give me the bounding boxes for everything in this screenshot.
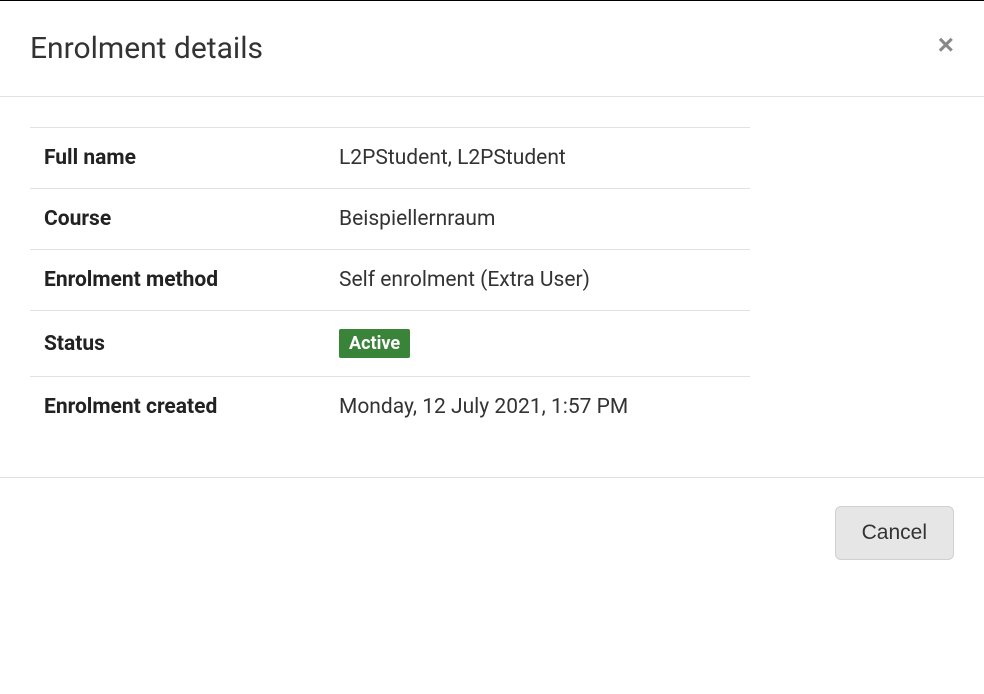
close-icon: × — [938, 29, 954, 60]
row-value-enrolment-method: Self enrolment (Extra User) — [325, 250, 750, 311]
status-badge: Active — [339, 329, 410, 358]
enrolment-details-modal: Enrolment details × Full name L2PStudent… — [0, 0, 984, 588]
table-row: Enrolment created Monday, 12 July 2021, … — [30, 377, 750, 438]
table-row: Enrolment method Self enrolment (Extra U… — [30, 250, 750, 311]
modal-footer: Cancel — [0, 477, 984, 588]
table-row: Status Active — [30, 311, 750, 377]
close-button[interactable]: × — [938, 31, 954, 59]
row-value-status: Active — [325, 311, 750, 377]
details-tbody: Full name L2PStudent, L2PStudent Course … — [30, 128, 750, 438]
row-label-enrolment-method: Enrolment method — [30, 250, 325, 311]
row-label-status: Status — [30, 311, 325, 377]
row-value-enrolment-created: Monday, 12 July 2021, 1:57 PM — [325, 377, 750, 438]
table-row: Full name L2PStudent, L2PStudent — [30, 128, 750, 189]
modal-title: Enrolment details — [30, 31, 263, 66]
row-label-enrolment-created: Enrolment created — [30, 377, 325, 438]
row-label-full-name: Full name — [30, 128, 325, 189]
table-row: Course Beispiellernraum — [30, 189, 750, 250]
enrolment-details-table: Full name L2PStudent, L2PStudent Course … — [30, 127, 750, 437]
modal-header: Enrolment details × — [0, 1, 984, 97]
row-value-full-name: L2PStudent, L2PStudent — [325, 128, 750, 189]
row-value-course: Beispiellernraum — [325, 189, 750, 250]
modal-body: Full name L2PStudent, L2PStudent Course … — [0, 97, 984, 477]
row-label-course: Course — [30, 189, 325, 250]
cancel-button[interactable]: Cancel — [835, 506, 954, 560]
